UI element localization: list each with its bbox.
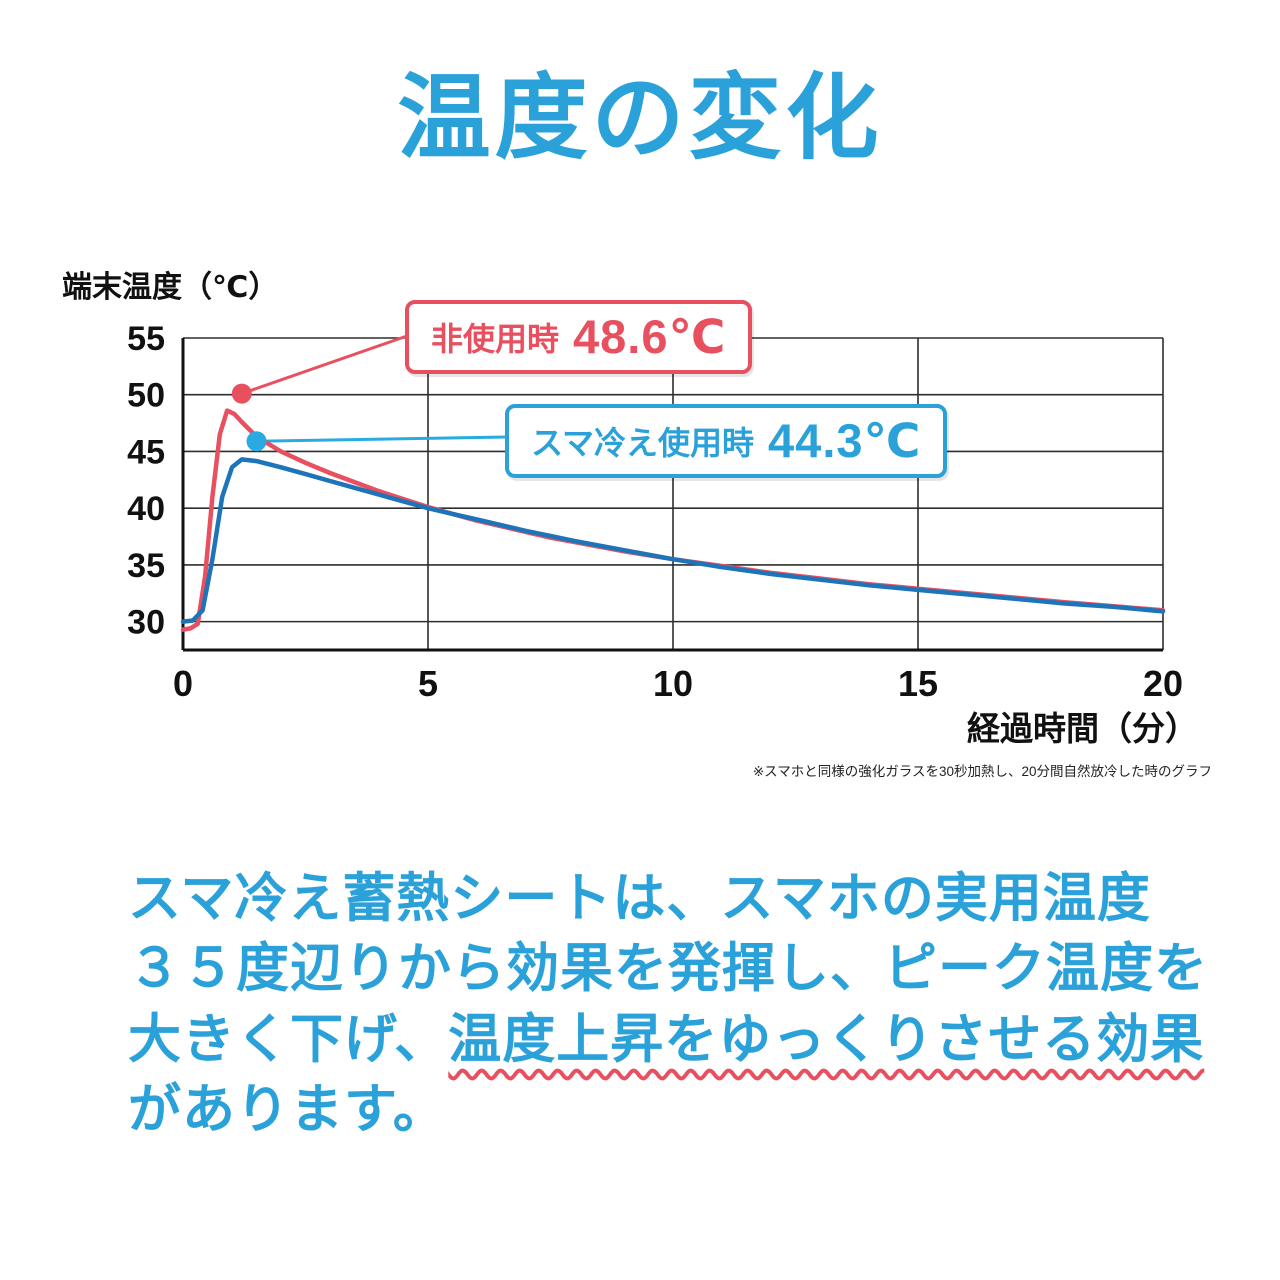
y-tick-label-45: 45 <box>127 433 165 471</box>
description-line2-text: ３５度辺りから効果を発揮し、ピーク温度を <box>128 939 1208 999</box>
temperature-line-chart: 30 35 40 45 50 55 0 5 10 15 20 <box>127 320 1183 704</box>
callout-not-in-use-label: 非使用時 <box>431 321 560 357</box>
callout-with-cooling-sheet-value: 44.3℃ <box>768 414 922 467</box>
description-line: があります。 <box>128 1075 1208 1145</box>
description-text: スマ冷え蓄熱シートは、スマホの実用温度 ３５度辺りから効果を発揮し、ピーク温度を… <box>128 864 1208 1146</box>
series-marker-0 <box>231 383 252 404</box>
chart-footnote: ※スマホと同様の強化ガラスを30秒加熱し、20分間自然放冷した時のグラフ <box>752 764 1212 779</box>
series-marker-1 <box>246 431 267 452</box>
y-tick-label-55: 55 <box>127 320 165 358</box>
description-line: ３５度辺りから効果を発揮し、ピーク温度を <box>128 934 1208 1004</box>
leader-line-0 <box>241 334 408 396</box>
x-tick-label-20: 20 <box>1143 663 1183 704</box>
description-line: 大きく下げ、温度上昇をゆっくりさせる効果 <box>128 1005 1208 1075</box>
callout-with-cooling-sheet-label: スマ冷え使用時 <box>531 425 755 461</box>
y-tick-label-50: 50 <box>127 377 165 415</box>
x-tick-label-15: 15 <box>898 663 938 704</box>
y-tick-label-40: 40 <box>127 490 165 528</box>
callout-not-in-use: 非使用時 48.6℃ <box>405 300 753 374</box>
description-line: スマ冷え蓄熱シートは、スマホの実用温度 <box>128 864 1208 934</box>
callout-with-cooling-sheet: スマ冷え使用時 44.3℃ <box>505 404 948 478</box>
description-line3-wavy-text: 温度上昇をゆっくりさせる効果 <box>448 1009 1205 1069</box>
leader-line-1 <box>256 435 508 443</box>
description-line1-text: スマ冷え蓄熱シートは、スマホの実用温度 <box>128 869 1151 928</box>
x-axis-label: 経過時間（分） <box>967 710 1198 747</box>
y-tick-label-30: 30 <box>127 604 165 642</box>
description-line3-plain-text: 大きく下げ、 <box>128 1009 449 1069</box>
series-line-1 <box>180 457 1166 624</box>
y-tick-label-35: 35 <box>127 547 165 585</box>
x-tick-label-5: 5 <box>418 663 438 704</box>
x-tick-label-10: 10 <box>653 663 693 704</box>
page-title: 温度の変化 <box>397 66 883 170</box>
y-axis-label: 端末温度（℃） <box>62 271 279 304</box>
x-tick-label-0: 0 <box>173 663 193 704</box>
callout-not-in-use-value: 48.6℃ <box>573 310 727 363</box>
description-line4-text: があります。 <box>128 1080 447 1140</box>
